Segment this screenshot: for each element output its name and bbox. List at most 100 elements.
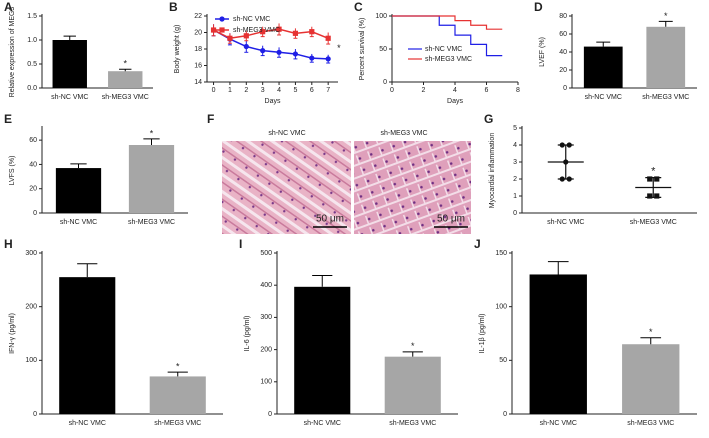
y-tick-label: 150 xyxy=(495,250,507,257)
marker xyxy=(292,51,299,57)
error-bar xyxy=(167,371,188,377)
x-tick-label: sh-NC VMC xyxy=(69,420,106,427)
x-axis-label: Days xyxy=(265,98,281,105)
y-tick-label: 0 xyxy=(33,210,37,217)
marker xyxy=(325,35,331,41)
legend-label: sh-NC VMC xyxy=(233,16,270,23)
x-tick-label: sh-MEG3 VMC xyxy=(154,420,201,427)
x-tick-label: sh-MEG3 VMC xyxy=(630,219,677,226)
x-tick-label: sh-MEG3 VMC xyxy=(128,219,175,226)
legend-label: sh-MEG3 VMC xyxy=(233,27,280,34)
marker xyxy=(227,35,233,41)
x-tick-label: 7 xyxy=(326,87,330,94)
y-axis-label: Myocardial inflammation xyxy=(489,133,496,209)
y-tick-label: 200 xyxy=(25,304,37,311)
y-axis-label: Body weight (g) xyxy=(174,25,181,74)
x-tick-label: sh-NC VMC xyxy=(585,94,622,101)
y-tick-label: 16 xyxy=(194,62,202,69)
error-bar xyxy=(402,351,423,357)
error-bar xyxy=(547,261,569,275)
x-tick-label: sh-NC VMC xyxy=(540,420,577,427)
y-axis-label: IL-1β (pg/ml) xyxy=(479,314,486,354)
x-tick-label: 8 xyxy=(516,87,520,94)
y-tick-label: 100 xyxy=(260,379,272,386)
marker xyxy=(292,30,299,36)
x-tick-label: 6 xyxy=(485,87,489,94)
y-tick-label: 200 xyxy=(260,346,272,353)
marker xyxy=(260,48,266,54)
panel-letter: D xyxy=(534,0,543,14)
x-tick-label: sh-MEG3 VMC xyxy=(102,94,149,101)
annotation: * xyxy=(337,43,341,53)
marker xyxy=(654,193,660,199)
error-bar xyxy=(557,144,574,180)
y-tick-label: 20 xyxy=(194,29,202,36)
histology-image xyxy=(354,141,471,234)
y-tick-label: 0 xyxy=(268,411,272,418)
bar xyxy=(384,356,441,414)
y-tick-label: 1 xyxy=(513,193,517,200)
y-tick-label: 14 xyxy=(194,79,202,86)
panel-letter: F xyxy=(207,112,214,126)
y-tick-label: 0.0 xyxy=(27,85,37,92)
x-tick-label: sh-NC VMC xyxy=(60,219,97,226)
error-bar xyxy=(143,138,160,145)
y-tick-label: 3 xyxy=(513,159,517,166)
bar xyxy=(52,40,87,88)
y-tick-label: 5 xyxy=(513,125,517,132)
bar xyxy=(59,277,116,414)
marker xyxy=(243,33,249,39)
error-bar xyxy=(596,41,611,47)
scale-bar-label: 50 μm xyxy=(316,214,344,225)
y-tick-label: 60 xyxy=(559,31,567,38)
marker xyxy=(654,176,660,182)
y-tick-label: 0.5 xyxy=(27,61,37,68)
y-axis-label: LVFS (%) xyxy=(9,156,16,186)
scale-bar-label: 50 μm xyxy=(437,214,465,225)
bar xyxy=(583,46,623,88)
line xyxy=(213,29,329,60)
x-tick-label: sh-NC VMC xyxy=(547,219,584,226)
marker xyxy=(243,43,249,50)
survival-line xyxy=(392,15,503,30)
y-tick-label: 300 xyxy=(25,250,37,257)
y-tick-label: 400 xyxy=(260,282,272,289)
annotation: * xyxy=(649,327,653,337)
error-bar xyxy=(658,20,673,27)
marker xyxy=(325,56,331,62)
x-tick-label: 2 xyxy=(244,87,248,94)
x-tick-label: sh-MEG3 VMC xyxy=(389,420,436,427)
y-tick-label: 20 xyxy=(29,186,37,193)
error-bar xyxy=(640,337,662,345)
marker xyxy=(219,27,225,33)
annotation: * xyxy=(411,341,415,351)
marker xyxy=(647,193,653,199)
y-tick-label: 1.5 xyxy=(27,13,37,20)
annotation: * xyxy=(176,362,180,372)
error-bar xyxy=(77,263,98,278)
x-tick-label: 1 xyxy=(228,87,232,94)
panel-letter: J xyxy=(474,237,481,251)
error-bar xyxy=(70,163,87,169)
marker xyxy=(210,27,217,33)
histology-image xyxy=(222,141,351,234)
y-tick-label: 50 xyxy=(499,357,507,364)
annotation: * xyxy=(150,128,154,138)
y-tick-label: 2 xyxy=(513,176,517,183)
bar xyxy=(108,71,143,88)
panel-letter: B xyxy=(169,0,178,14)
bar xyxy=(128,145,175,213)
y-tick-label: 40 xyxy=(29,161,37,168)
bar xyxy=(294,286,351,414)
y-tick-label: 0 xyxy=(383,79,387,86)
panel-letter: C xyxy=(354,0,363,14)
y-axis-label: Percent survival (%) xyxy=(359,18,366,81)
y-tick-label: 22 xyxy=(194,13,202,20)
marker xyxy=(276,49,282,55)
y-tick-label: 60 xyxy=(29,137,37,144)
y-tick-label: 50 xyxy=(379,46,387,53)
error-bar xyxy=(312,275,333,287)
x-tick-label: 6 xyxy=(310,87,314,94)
bar xyxy=(529,274,587,414)
